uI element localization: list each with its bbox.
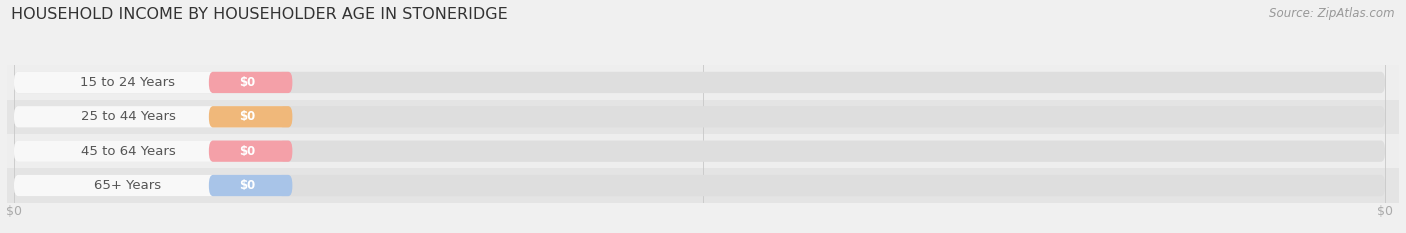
FancyBboxPatch shape bbox=[14, 106, 1385, 127]
FancyBboxPatch shape bbox=[209, 175, 292, 196]
FancyBboxPatch shape bbox=[14, 140, 285, 162]
Text: 65+ Years: 65+ Years bbox=[94, 179, 162, 192]
Text: 25 to 44 Years: 25 to 44 Years bbox=[80, 110, 176, 123]
Bar bbox=[7, 134, 1399, 168]
Text: $0: $0 bbox=[239, 76, 256, 89]
Text: $0: $0 bbox=[239, 145, 256, 158]
FancyBboxPatch shape bbox=[14, 175, 1385, 196]
FancyBboxPatch shape bbox=[14, 140, 1385, 162]
Text: Source: ZipAtlas.com: Source: ZipAtlas.com bbox=[1270, 7, 1395, 20]
FancyBboxPatch shape bbox=[209, 106, 292, 127]
Text: 45 to 64 Years: 45 to 64 Years bbox=[80, 145, 176, 158]
Bar bbox=[7, 100, 1399, 134]
FancyBboxPatch shape bbox=[209, 72, 292, 93]
Text: 15 to 24 Years: 15 to 24 Years bbox=[80, 76, 176, 89]
Bar bbox=[7, 65, 1399, 100]
FancyBboxPatch shape bbox=[14, 175, 285, 196]
FancyBboxPatch shape bbox=[14, 72, 1385, 93]
Text: HOUSEHOLD INCOME BY HOUSEHOLDER AGE IN STONERIDGE: HOUSEHOLD INCOME BY HOUSEHOLDER AGE IN S… bbox=[11, 7, 508, 22]
FancyBboxPatch shape bbox=[209, 140, 292, 162]
Text: $0: $0 bbox=[239, 110, 256, 123]
FancyBboxPatch shape bbox=[14, 72, 285, 93]
Bar bbox=[7, 168, 1399, 203]
Text: $0: $0 bbox=[239, 179, 256, 192]
FancyBboxPatch shape bbox=[14, 106, 285, 127]
